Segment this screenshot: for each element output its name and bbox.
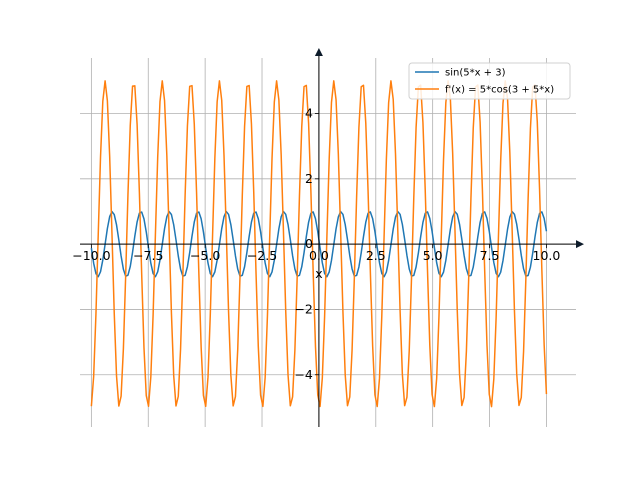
x-tick-label: −2.5 [247,248,277,263]
x-tick-label: 2.5 [366,248,386,263]
y-tick-label: 4 [305,106,313,121]
y-tick-label: −2 [294,301,312,316]
y-tick-label: −4 [294,367,312,382]
y-tick-label: 2 [305,171,313,186]
legend: sin(5*x + 3) f'(x) = 5*cos(3 + 5*x) [408,62,571,100]
x-tick-label: 10.0 [533,248,561,263]
ticks: −10.0 −7.5 −5.0 −2.5 0.0 2.5 5.0 7.5 10.0 −4 −2 2 4 0 [72,106,560,382]
legend-label-series-2: f'(x) = 5*cos(3 + 5*x) [445,85,554,96]
legend-label-series-1: sin(5*x + 3) [445,68,506,79]
x-tick-label: 5.0 [423,248,443,263]
x-tick-label: 0.0 [309,248,329,263]
x-axis-arrow [576,240,584,249]
x-tick-label: 7.5 [480,248,500,263]
y-axis-arrow [314,48,323,56]
x-tick-label: −7.5 [133,248,163,263]
grid [80,58,576,427]
x-tick-label: −5.0 [190,248,220,263]
x-axis-label: x [315,266,322,281]
x-tick-label: −10.0 [72,248,110,263]
axes [80,48,584,427]
y-tick-label: 0 [305,236,313,251]
legend-box [408,62,571,100]
